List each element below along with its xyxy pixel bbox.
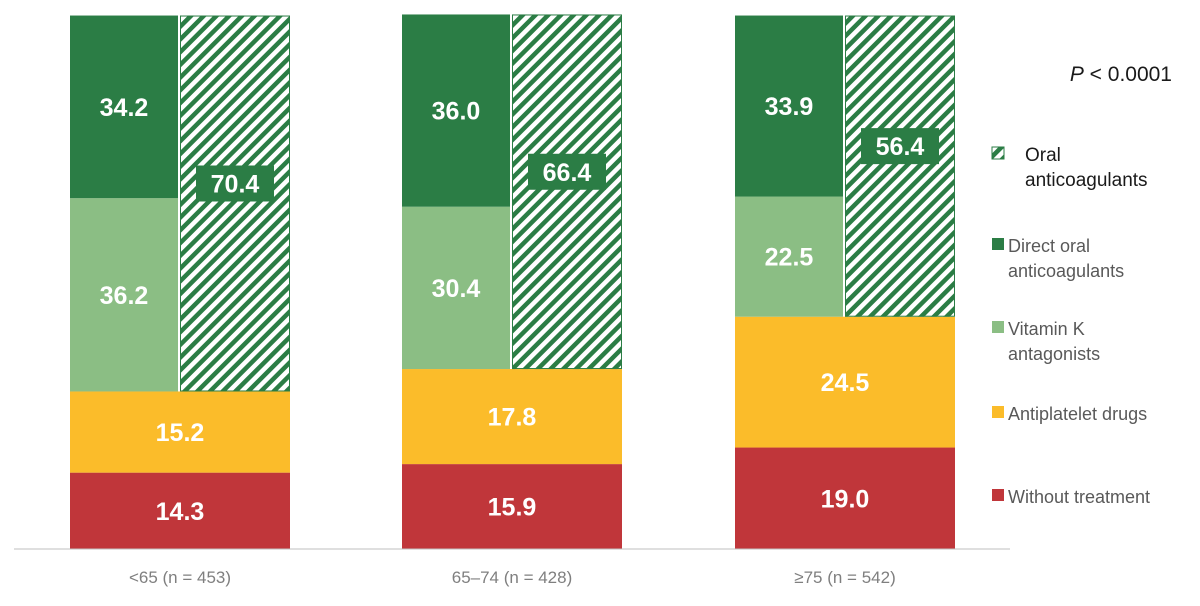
- bar-oac-outline-0: [180, 15, 290, 392]
- label-oac-2: 56.4: [876, 133, 925, 161]
- x-tick-label-1: 65–74 (n = 428): [452, 568, 573, 587]
- bar-oac-outline-2: [845, 15, 955, 317]
- legend-swatch-0: [991, 146, 1005, 160]
- legend-item-4: Without treatment: [992, 487, 1150, 507]
- label-box-oac-2: [861, 128, 939, 165]
- label-doac-0: 34.2: [100, 94, 149, 122]
- legend-text-1-1: anticoagulants: [1008, 261, 1124, 281]
- legend-text-0-0: Oral: [1025, 145, 1061, 166]
- bar-vka-1: [402, 206, 510, 370]
- x-tick-labels: <65 (n = 453) 65–74 (n = 428) ≥75 (n = 542…: [129, 568, 896, 587]
- label-oac-1: 66.4: [543, 159, 592, 187]
- bar-antiplatelet-0: [70, 391, 290, 473]
- bar-vka-0: [70, 198, 178, 392]
- p-value-symbol: P: [1070, 63, 1084, 86]
- label-antiplatelet-1: 17.8: [488, 404, 537, 432]
- bar-doac-1: [402, 14, 510, 207]
- bar-without_treatment-2: [735, 447, 955, 549]
- legend-item-0: Oral anticoagulants: [991, 145, 1148, 191]
- legend-text-1-0: Direct oral: [1008, 236, 1090, 256]
- legend-swatch-1: [992, 238, 1004, 250]
- bar-oac-hatched-0: [180, 15, 290, 392]
- label-vka-2: 22.5: [765, 244, 814, 272]
- bar-without_treatment-1: [402, 464, 622, 549]
- legend-item-1: Direct oral anticoagulants: [992, 236, 1124, 281]
- legend-swatch-2: [992, 321, 1004, 333]
- bars-layer: 14.3 15.2 36.2 34.2 70.4 15.9 17.8 30.4 36.0 66.4…: [70, 14, 955, 549]
- label-without_treatment-2: 19.0: [821, 485, 870, 513]
- bar-without_treatment-0: [70, 472, 290, 549]
- legend-swatch-4: [992, 489, 1004, 501]
- legend-text-0-1: anticoagulants: [1025, 170, 1148, 191]
- legend-text-2-1: antagonists: [1008, 344, 1100, 364]
- legend-text-3-0: Antiplatelet drugs: [1008, 404, 1147, 424]
- x-tick-label-2: ≥75 (n = 542): [794, 568, 895, 587]
- label-vka-0: 36.2: [100, 282, 149, 310]
- p-value-label: P < 0.0001: [1070, 63, 1172, 86]
- bar-oac-outline-1: [512, 14, 622, 370]
- label-oac-0: 70.4: [211, 171, 260, 199]
- label-antiplatelet-0: 15.2: [156, 419, 205, 447]
- bar-doac-2: [735, 15, 843, 197]
- legend-swatch-3: [992, 406, 1004, 418]
- bar-doac-0: [70, 15, 178, 199]
- legend-item-2: Vitamin K antagonists: [992, 319, 1100, 364]
- bar-oac-hatched-2: [845, 15, 955, 317]
- label-vka-1: 30.4: [432, 275, 481, 303]
- legend: Oral anticoagulants Direct oral anticoagula…: [991, 145, 1150, 507]
- bar-antiplatelet-2: [735, 316, 955, 448]
- bar-antiplatelet-1: [402, 369, 622, 465]
- label-doac-2: 33.9: [765, 93, 814, 121]
- label-box-oac-0: [196, 165, 274, 202]
- bar-oac-hatched-1: [512, 14, 622, 370]
- label-doac-1: 36.0: [432, 98, 481, 126]
- label-without_treatment-1: 15.9: [488, 494, 537, 522]
- legend-text-4-0: Without treatment: [1008, 487, 1150, 507]
- x-tick-label-0: <65 (n = 453): [129, 568, 231, 587]
- p-value-text: < 0.0001: [1084, 63, 1172, 86]
- label-without_treatment-0: 14.3: [156, 498, 205, 526]
- legend-item-3: Antiplatelet drugs: [992, 404, 1147, 424]
- legend-text-2-0: Vitamin K: [1008, 319, 1085, 339]
- label-box-oac-1: [528, 153, 606, 190]
- bar-vka-2: [735, 196, 843, 317]
- label-antiplatelet-2: 24.5: [821, 369, 870, 397]
